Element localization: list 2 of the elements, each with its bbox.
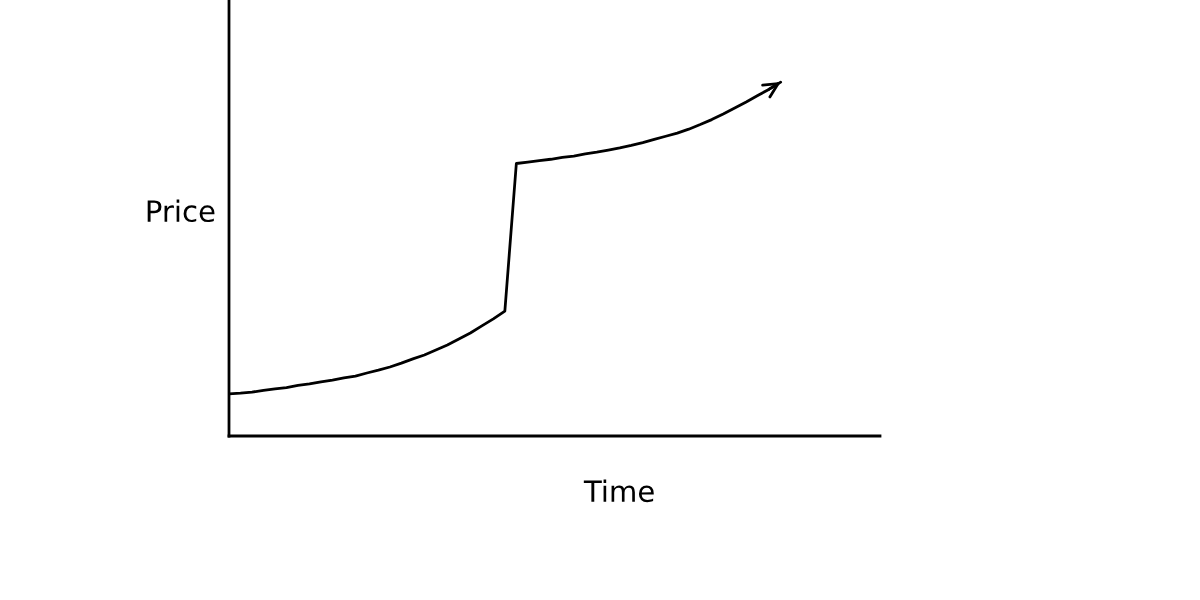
x-axis-title: Time <box>583 479 654 503</box>
y-axis-title: Price <box>147 199 215 223</box>
